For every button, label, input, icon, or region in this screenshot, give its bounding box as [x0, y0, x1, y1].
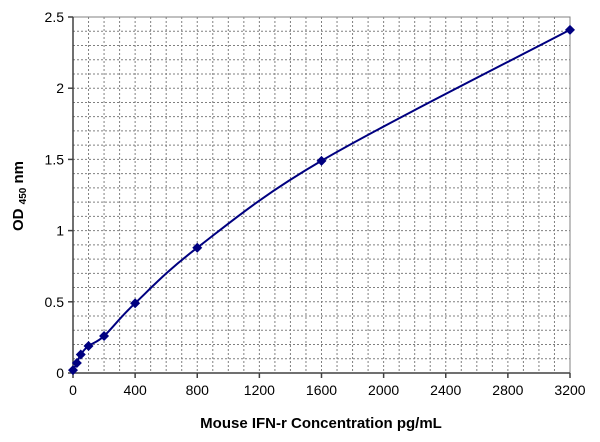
x-tick-label: 400 — [123, 382, 147, 398]
x-tick-label: 2000 — [368, 382, 399, 398]
y-tick-label: 0 — [56, 365, 64, 381]
y-tick-label: 2 — [56, 80, 64, 96]
y-axis-title: OD 450 nm — [10, 161, 29, 231]
y-tick-label: 1 — [56, 223, 64, 239]
data-point-markers — [68, 24, 575, 376]
axis-ticks — [68, 16, 571, 378]
x-tick-label: 3200 — [554, 382, 585, 398]
data-point-diamond — [99, 330, 110, 341]
x-axis-title: Mouse IFN-r Concentration pg/mL — [200, 415, 442, 432]
data-point-diamond — [75, 349, 86, 360]
data-point-diamond — [192, 242, 203, 253]
y-tick-label: 1.5 — [45, 151, 65, 167]
data-point-diamond — [83, 340, 94, 351]
data-point-diamond — [68, 365, 78, 376]
data-point-diamond — [130, 298, 141, 309]
x-tick-label: 2400 — [430, 382, 461, 398]
x-tick-label: 0 — [69, 382, 77, 398]
tick-labels: 0 400 800 1200 1600 2000 2400 2800 3200 0 0.5 1 1.5 2… — [45, 9, 586, 398]
data-point-diamond — [71, 358, 82, 369]
y-tick-label: 0.5 — [45, 294, 65, 310]
x-tick-label: 800 — [186, 382, 210, 398]
x-tick-label: 1200 — [244, 382, 275, 398]
y-tick-label: 2.5 — [45, 9, 65, 25]
grid-layer — [73, 17, 570, 373]
data-point-diamond — [316, 155, 327, 166]
x-tick-label: 2800 — [492, 382, 523, 398]
data-point-diamond — [565, 24, 575, 35]
standard-curve-line — [72, 28, 571, 372]
x-tick-label: 1600 — [306, 382, 337, 398]
